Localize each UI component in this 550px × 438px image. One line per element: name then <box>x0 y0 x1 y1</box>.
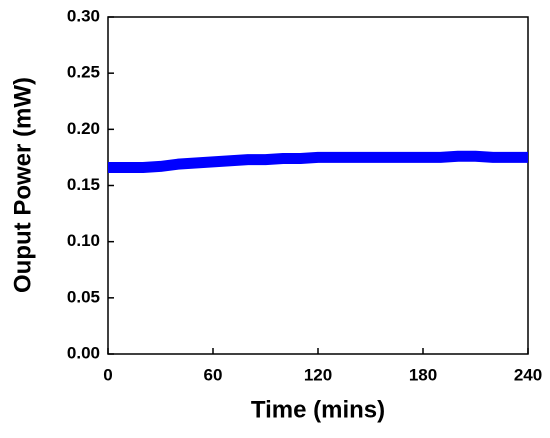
y-tick-label: 0.30 <box>67 6 100 25</box>
y-tick-label: 0.05 <box>67 287 100 306</box>
y-tick-label: 0.20 <box>67 119 100 138</box>
x-axis-label: Time (mins) <box>251 396 385 423</box>
y-tick-label: 0.25 <box>67 63 100 82</box>
y-axis-label: Ouput Power (mW) <box>9 77 36 293</box>
x-tick-label: 60 <box>204 365 223 384</box>
y-tick-label: 0.00 <box>67 343 100 362</box>
data-line <box>108 150 528 174</box>
y-tick-label: 0.15 <box>67 175 100 194</box>
y-tick-label: 0.10 <box>67 231 100 250</box>
x-tick-label: 120 <box>304 365 332 384</box>
plot-frame <box>107 16 529 355</box>
x-tick-label: 180 <box>409 365 437 384</box>
x-tick-label: 240 <box>514 365 542 384</box>
x-tick-label: 0 <box>103 365 112 384</box>
